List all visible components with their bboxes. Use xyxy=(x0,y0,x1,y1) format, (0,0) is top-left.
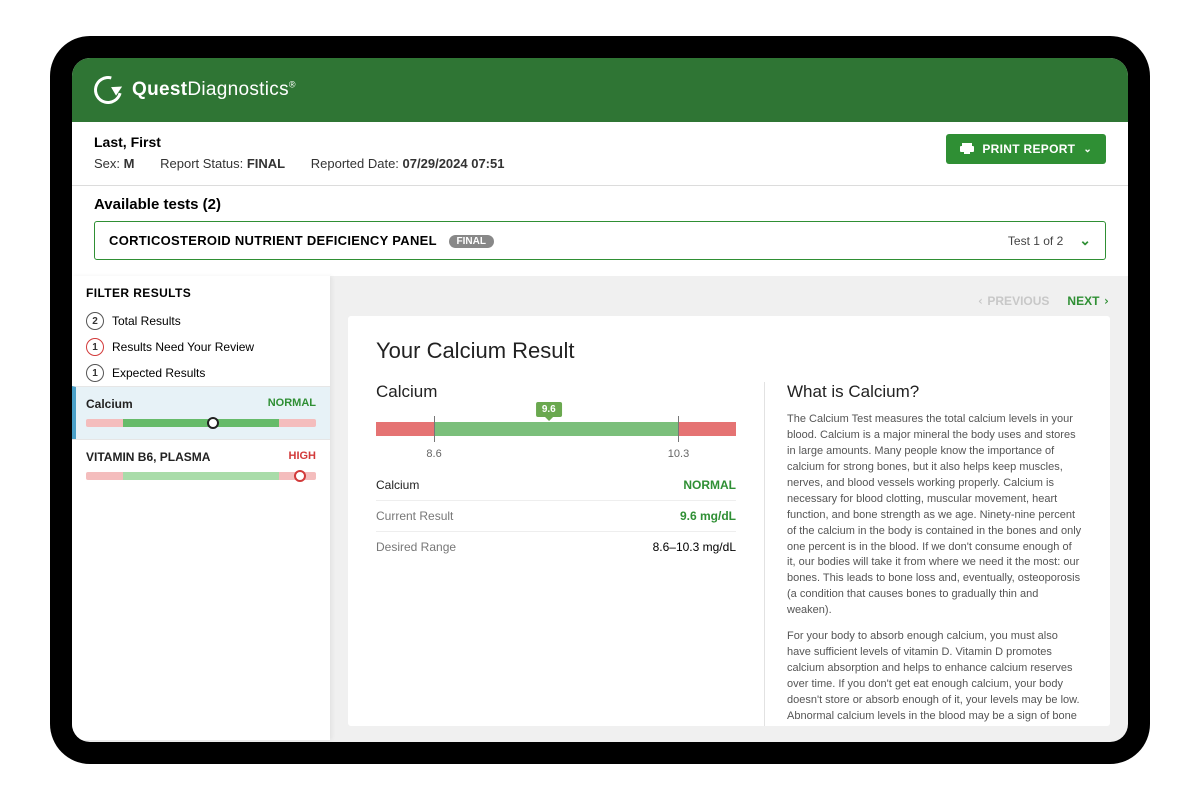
test-status-chip: FINAL xyxy=(449,235,494,248)
range-tick-high xyxy=(678,416,679,442)
print-icon xyxy=(960,143,974,155)
brand-bold: Quest xyxy=(132,79,187,100)
range-mid-seg xyxy=(434,422,679,436)
info-title: What is Calcium? xyxy=(787,382,1082,402)
chevron-down-icon: ⌄ xyxy=(1083,144,1092,155)
result-left-col: Calcium 9.6 8.6 10.3 xyxy=(376,382,736,726)
reported-value: 07/29/2024 07:51 xyxy=(403,156,505,171)
prev-button: ‹ PREVIOUS xyxy=(977,294,1050,308)
range-value-bubble: 9.6 xyxy=(536,402,562,417)
print-label: PRINT REPORT xyxy=(982,142,1075,156)
detail-row: Calcium NORMAL xyxy=(376,470,736,501)
content-row: FILTER RESULTS 2 Total Results 1 Results Ne… xyxy=(72,276,1128,740)
range-high-label: 10.3 xyxy=(668,448,689,460)
result-item-name: VITAMIN B6, PLASMA xyxy=(86,450,210,464)
detail-row-value: NORMAL xyxy=(683,478,736,492)
main-area: ‹ PREVIOUS NEXT › Your Calcium Result Ca… xyxy=(330,276,1128,740)
reported-label: Reported Date: xyxy=(311,156,399,171)
available-tests-title: Available tests (2) xyxy=(94,196,1106,213)
result-item-status: NORMAL xyxy=(268,397,316,411)
tablet-frame: QuestDiagnostics® Last, First Sex: M Rep… xyxy=(50,36,1150,764)
range-high-seg xyxy=(678,422,736,436)
sidebar: FILTER RESULTS 2 Total Results 1 Results Ne… xyxy=(72,276,330,740)
filter-label: Total Results xyxy=(112,314,181,328)
detail-row: Current Result 9.6 mg/dL xyxy=(376,501,736,532)
filter-option[interactable]: 2 Total Results xyxy=(72,308,330,334)
range-low-seg xyxy=(376,422,434,436)
range-tick-low xyxy=(434,416,435,442)
patient-header: Last, First Sex: M Report Status: FINAL … xyxy=(72,122,1128,186)
status-value: FINAL xyxy=(247,156,285,171)
print-report-button[interactable]: PRINT REPORT ⌄ xyxy=(946,134,1106,164)
range-labels: 8.6 10.3 xyxy=(376,448,736,460)
mini-range-bar xyxy=(86,472,316,480)
detail-row-key: Current Result xyxy=(376,509,453,523)
filter-option[interactable]: 1 Results Need Your Review xyxy=(72,334,330,360)
sex-label: Sex: xyxy=(94,156,120,171)
pager: ‹ PREVIOUS NEXT › xyxy=(348,294,1110,308)
mini-range-marker xyxy=(294,470,306,482)
tests-bar: Available tests (2) CORTICOSTEROID NUTRI… xyxy=(72,186,1128,276)
detail-row-value: 9.6 mg/dL xyxy=(680,509,736,523)
test-dropdown[interactable]: CORTICOSTEROID NUTRIENT DEFICIENCY PANEL… xyxy=(94,221,1106,260)
sex-value: M xyxy=(124,156,135,171)
filter-option[interactable]: 1 Expected Results xyxy=(72,360,330,386)
result-item[interactable]: VITAMIN B6, PLASMA HIGH xyxy=(72,439,330,492)
range-chart: 9.6 xyxy=(376,416,736,442)
attribute-name: Calcium xyxy=(376,382,736,402)
chevron-down-icon: ⌄ xyxy=(1079,232,1091,249)
mini-range-bar xyxy=(86,419,316,427)
filter-count-badge: 1 xyxy=(86,338,104,356)
brand-reg: ® xyxy=(289,80,296,90)
result-right-col: What is Calcium? The Calcium Test measur… xyxy=(764,382,1082,726)
status-label: Report Status: xyxy=(160,156,243,171)
brand-text: QuestDiagnostics® xyxy=(132,79,296,101)
detail-row-key: Desired Range xyxy=(376,540,456,554)
next-button[interactable]: NEXT › xyxy=(1067,294,1110,308)
brand: QuestDiagnostics® xyxy=(94,76,296,104)
filter-label: Results Need Your Review xyxy=(112,340,254,354)
result-card: Your Calcium Result Calcium 9.6 xyxy=(348,316,1110,726)
result-title: Your Calcium Result xyxy=(376,338,1082,364)
mini-range-marker xyxy=(207,417,219,429)
brand-icon xyxy=(89,71,127,109)
detail-row: Desired Range 8.6–10.3 mg/dL xyxy=(376,532,736,562)
result-item[interactable]: Calcium NORMAL xyxy=(72,386,330,439)
selected-test-name: CORTICOSTEROID NUTRIENT DEFICIENCY PANEL xyxy=(109,233,437,248)
detail-row-key: Calcium xyxy=(376,478,419,492)
filter-count-badge: 1 xyxy=(86,364,104,382)
range-low-label: 8.6 xyxy=(426,448,441,460)
app-header: QuestDiagnostics® xyxy=(72,58,1128,122)
info-paragraph: The Calcium Test measures the total calc… xyxy=(787,412,1082,619)
filter-label: Expected Results xyxy=(112,366,205,380)
test-counter: Test 1 of 2 xyxy=(1008,234,1063,248)
filter-count-badge: 2 xyxy=(86,312,104,330)
filter-head: FILTER RESULTS xyxy=(72,276,330,308)
result-item-name: Calcium xyxy=(86,397,133,411)
app-screen: QuestDiagnostics® Last, First Sex: M Rep… xyxy=(72,58,1128,742)
info-paragraph: For your body to absorb enough calcium, … xyxy=(787,629,1082,726)
result-item-status: HIGH xyxy=(289,450,317,464)
brand-light: Diagnostics xyxy=(187,79,289,100)
detail-row-value: 8.6–10.3 mg/dL xyxy=(653,540,736,554)
